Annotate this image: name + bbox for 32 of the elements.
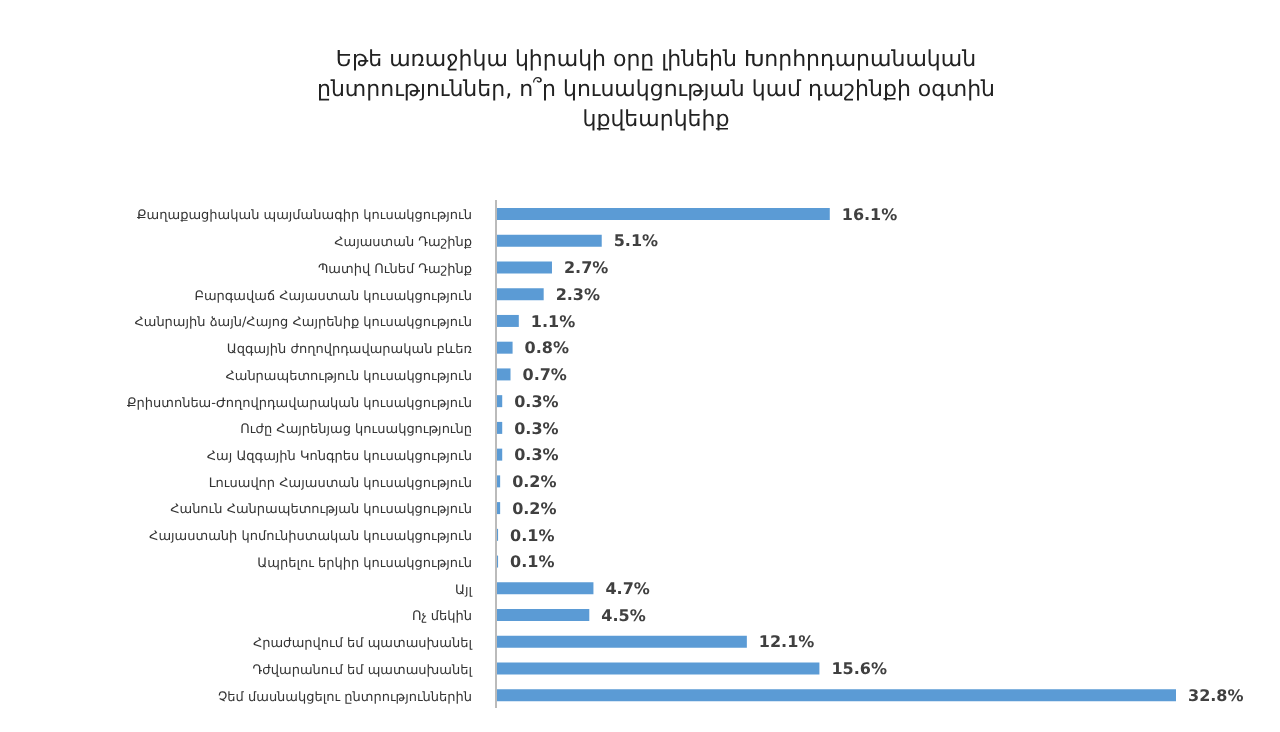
bar [496, 368, 511, 381]
bar [496, 341, 513, 354]
bar [496, 582, 594, 595]
bar [496, 662, 820, 675]
data-label: 4.5% [601, 606, 646, 625]
data-label: 16.1% [841, 205, 898, 224]
data-label: 0.3% [514, 392, 559, 411]
data-label: 0.8% [524, 339, 569, 358]
data-label: 5.1% [613, 232, 659, 251]
data-label: 4.7% [605, 580, 650, 598]
data-label: 0.1% [510, 526, 555, 545]
data-label: 0.2% [512, 473, 557, 492]
bar [496, 261, 552, 274]
data-label: 0.1% [510, 553, 555, 572]
bar [496, 314, 519, 327]
bar [496, 234, 602, 247]
data-label: 12.1% [758, 633, 815, 652]
bar [496, 609, 590, 622]
data-label: 0.7% [522, 366, 567, 385]
bar [496, 635, 747, 648]
bar [496, 689, 1176, 702]
bar [496, 208, 830, 220]
data-label: 0.3% [514, 446, 559, 465]
data-label: 1.1% [530, 312, 576, 331]
data-label: 2.7% [563, 259, 609, 278]
chart-title: Եթե առաջիկա կիրակի օրը լինեին Խորհրդարանական ընտրություններ, ո՞ր կուսակցության կամ դաշինքի օգտին կքվեարկեիք [314, 44, 998, 134]
data-label: 0.3% [514, 419, 559, 438]
bar [496, 288, 544, 301]
data-label: 32.8% [1188, 686, 1244, 705]
data-label: 2.3% [555, 285, 601, 304]
data-label: 0.2% [512, 499, 557, 518]
data-label: 15.6% [831, 660, 887, 679]
